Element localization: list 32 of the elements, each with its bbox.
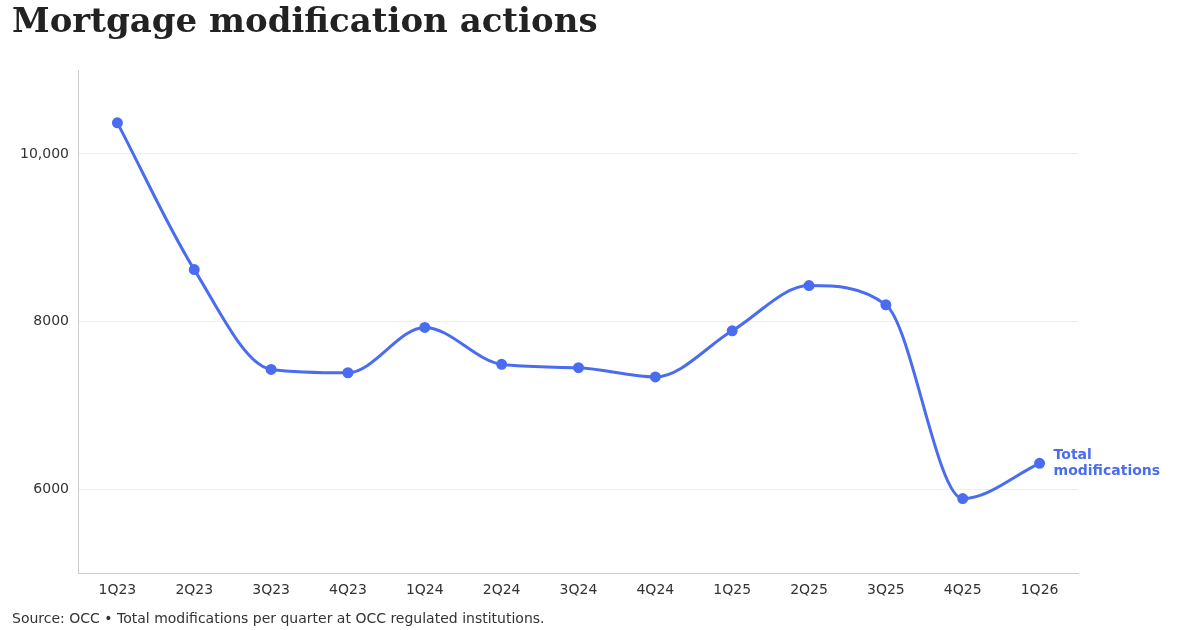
y-tick-label: 8000 bbox=[33, 312, 69, 329]
point bbox=[803, 280, 815, 292]
x-tick-label: 3Q24 bbox=[559, 581, 598, 598]
x-tick-label: 1Q25 bbox=[713, 581, 752, 598]
x-tick-label: 2Q23 bbox=[175, 581, 214, 598]
source-note: Source: OCC • Total modifications per quarter at OCC regulated institutions. bbox=[12, 610, 545, 626]
x-tick-label: 4Q23 bbox=[329, 581, 367, 598]
point bbox=[342, 367, 354, 379]
point bbox=[649, 371, 661, 383]
x-tick-label: 4Q25 bbox=[943, 581, 982, 598]
point bbox=[496, 358, 508, 370]
x-tick-label: 3Q23 bbox=[252, 581, 290, 598]
point bbox=[111, 117, 123, 129]
point bbox=[957, 493, 969, 505]
point bbox=[188, 264, 200, 276]
x-tick-label: 3Q25 bbox=[867, 581, 905, 598]
point bbox=[265, 363, 277, 375]
point bbox=[1034, 457, 1046, 469]
series-label: Total modifications bbox=[1053, 445, 1161, 478]
x-tick-label: 1Q26 bbox=[1020, 581, 1059, 598]
point bbox=[419, 321, 431, 333]
x-tick-label: 1Q24 bbox=[405, 581, 444, 598]
y-tick-label: 10,000 bbox=[19, 144, 69, 161]
x-tick-label: 4Q24 bbox=[636, 581, 675, 598]
point bbox=[880, 299, 892, 311]
x-tick-label: 2Q24 bbox=[482, 581, 521, 598]
point bbox=[726, 325, 738, 337]
point bbox=[572, 362, 584, 374]
x-tick-label: 2Q25 bbox=[790, 581, 828, 598]
y-tick-label: 6000 bbox=[33, 479, 69, 496]
chart-title: Mortgage modification actions bbox=[12, 0, 598, 40]
x-tick-label: 1Q23 bbox=[98, 581, 137, 598]
